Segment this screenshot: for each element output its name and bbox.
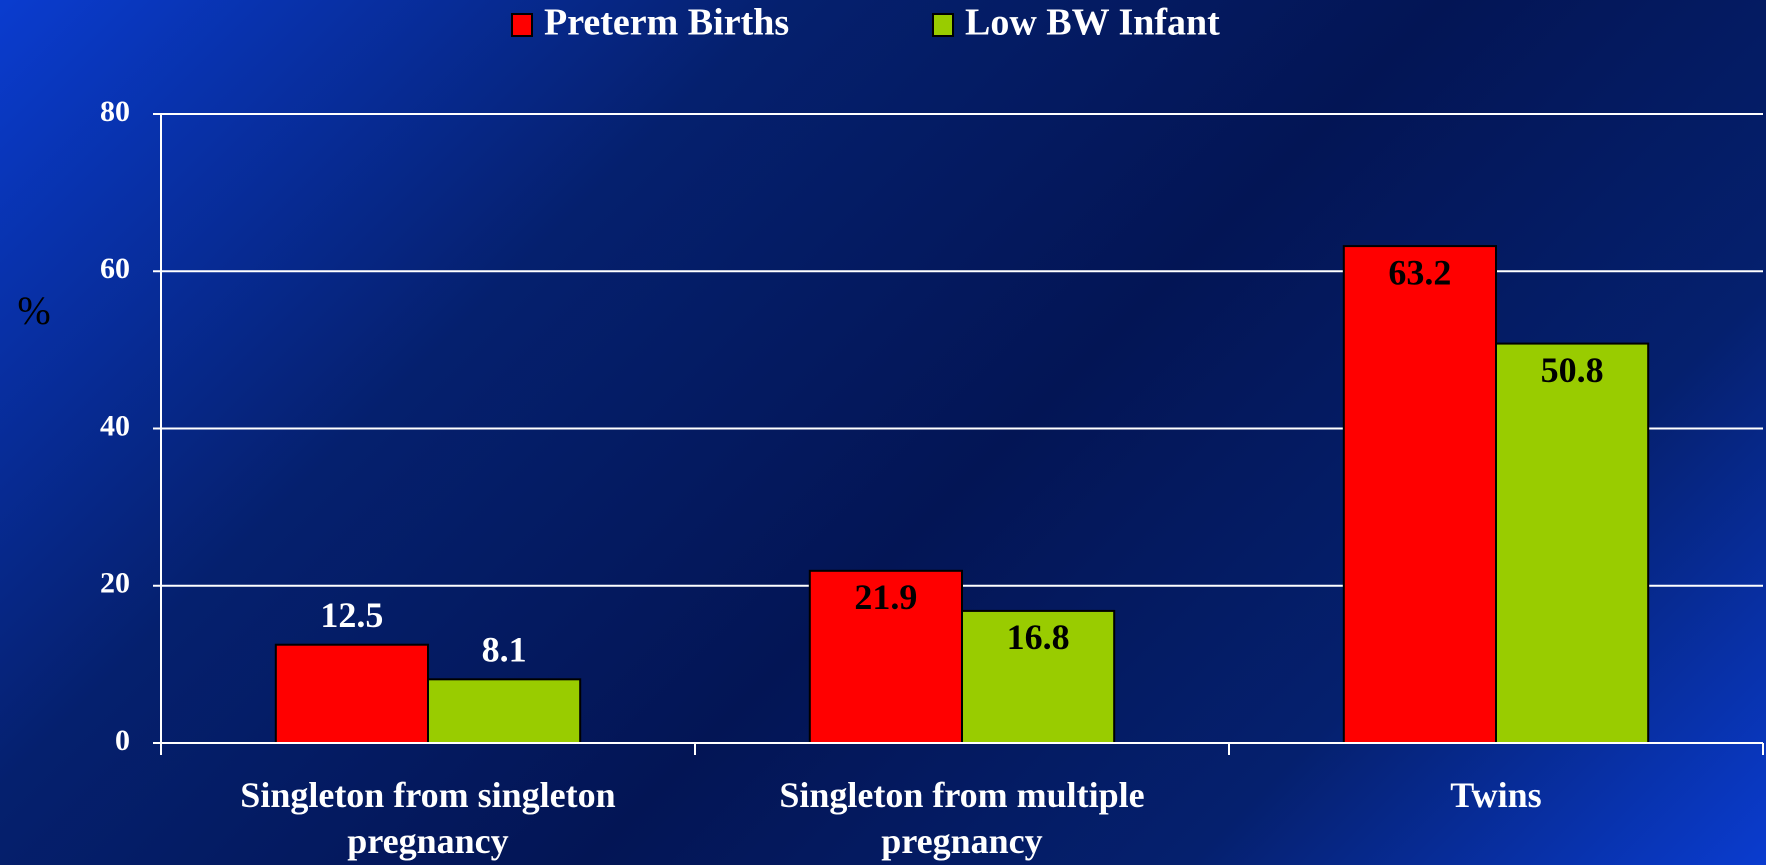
legend-label: Low BW Infant xyxy=(965,2,1220,44)
y-tick-label: 20 xyxy=(100,567,130,600)
value-label: 12.5 xyxy=(320,595,383,635)
y-tick-label: 0 xyxy=(115,724,130,757)
legend-swatch xyxy=(511,13,533,37)
bar xyxy=(1495,342,1650,744)
legend-label: Preterm Births xyxy=(544,2,789,44)
x-tick-label: Singleton from singleton pregnancy xyxy=(240,775,616,861)
value-label: 21.9 xyxy=(854,577,917,617)
legend-swatch xyxy=(932,13,954,37)
x-tick-label: Twins xyxy=(1450,775,1542,815)
value-label: 8.1 xyxy=(482,630,527,670)
value-label: 16.8 xyxy=(1007,617,1070,657)
value-label: 50.8 xyxy=(1541,350,1604,390)
y-tick-label: 80 xyxy=(100,95,130,128)
x-tick-label: Singleton from multiple pregnancy xyxy=(779,775,1145,861)
bar xyxy=(427,678,582,744)
bar xyxy=(274,643,429,744)
y-axis-label: % xyxy=(17,288,50,333)
bar xyxy=(1342,245,1498,744)
y-tick-label: 40 xyxy=(100,409,130,442)
value-label: 63.2 xyxy=(1388,252,1451,292)
y-tick-label: 60 xyxy=(100,252,130,285)
bar xyxy=(808,569,963,745)
bar xyxy=(961,609,1116,744)
